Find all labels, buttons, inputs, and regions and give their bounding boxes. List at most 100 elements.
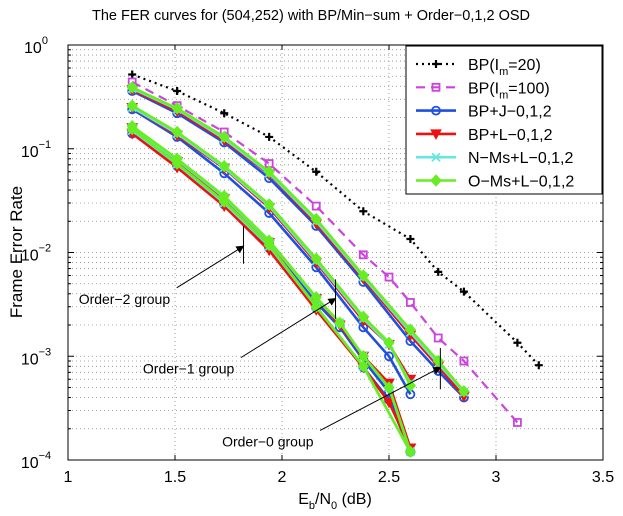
data-point — [431, 82, 441, 92]
data-point — [404, 445, 417, 459]
legend-item: N−Ms+L−0,1,2 — [416, 150, 574, 167]
data-point — [128, 70, 137, 79]
data-point — [171, 102, 183, 115]
legend-label: N−Ms+L−0,1,2 — [468, 150, 574, 167]
data-point — [263, 198, 275, 211]
legend-box — [405, 45, 603, 195]
data-point — [459, 287, 468, 296]
data-point — [432, 60, 440, 68]
x-tick-label: 3.5 — [592, 469, 614, 486]
data-point — [459, 356, 469, 366]
data-point — [406, 234, 415, 243]
annotation-arrow — [240, 298, 337, 359]
data-point — [431, 152, 441, 162]
legend-item: O−Ms+L−0,1,2 — [416, 174, 574, 191]
data-point — [218, 159, 230, 173]
series-line — [131, 81, 519, 424]
legend-label: BP+J−0,1,2 — [468, 104, 552, 121]
y-axis-label: Frame Error Rate — [7, 186, 26, 318]
legend-label: O−Ms+L−0,1,2 — [468, 174, 574, 191]
data-point — [126, 119, 138, 133]
data-point — [173, 87, 182, 96]
order-2-group: Order−2 group — [79, 226, 245, 307]
series-line — [131, 108, 412, 395]
data-point — [384, 272, 394, 282]
data-point — [310, 291, 322, 304]
annotation-label: Order−2 group — [79, 291, 171, 307]
data-point — [263, 165, 275, 179]
annotation-arrow — [319, 366, 442, 431]
data-point — [404, 323, 417, 337]
data-point — [359, 207, 368, 216]
annotation-arrow — [176, 245, 245, 289]
series-5 — [126, 81, 470, 459]
data-point — [126, 99, 138, 112]
series-0 — [128, 70, 543, 370]
data-point — [357, 360, 369, 373]
data-point — [263, 234, 275, 247]
data-point — [513, 338, 522, 347]
data-point — [311, 201, 321, 211]
data-point — [430, 174, 442, 187]
data-point — [265, 132, 274, 141]
data-point — [405, 298, 415, 307]
legend: BP(Im=20)BP(Im=100) BP+J−0,1,2 BP+L−0,1,2 N… — [405, 45, 603, 195]
data-point — [220, 109, 229, 118]
annotations: Order−2 group Order−1 group Order−0 group — [79, 226, 442, 449]
data-point — [534, 361, 543, 370]
x-tick-label: 3 — [492, 469, 501, 486]
data-point — [218, 189, 230, 203]
legend-item: BP+L−0,1,2 — [416, 127, 553, 144]
data-point — [312, 167, 321, 176]
legend-label: BP+L−0,1,2 — [468, 127, 553, 144]
data-point — [310, 300, 322, 313]
data-point — [430, 129, 442, 140]
y-tick-label: 100 — [24, 35, 48, 57]
x-axis-label: Eb/N0 (dB) — [298, 491, 372, 512]
data-point — [383, 397, 395, 409]
data-point — [383, 381, 395, 394]
data-point — [357, 350, 369, 363]
data-point — [126, 81, 138, 94]
data-point — [513, 418, 522, 427]
data-point — [171, 152, 183, 166]
data-point — [171, 125, 183, 139]
y-tick-label: 10−2 — [21, 243, 51, 265]
data-point — [358, 250, 368, 260]
data-point — [433, 333, 443, 343]
data-point — [218, 130, 230, 144]
annotation-label: Order−1 group — [143, 361, 235, 377]
legend-item: BP(Im=20) — [416, 57, 541, 78]
data-point — [404, 379, 417, 392]
x-tick-label: 2.5 — [378, 469, 400, 486]
series-line — [131, 104, 412, 387]
data-point — [383, 336, 395, 349]
legend-label: BP(Im=100) — [468, 80, 550, 101]
x-tick-label: 1 — [64, 469, 73, 486]
x-tick-label: 2 — [278, 469, 287, 486]
data-point — [431, 105, 441, 116]
y-tick-label: 10−3 — [21, 346, 51, 368]
legend-item: BP(Im=100) — [416, 80, 550, 101]
data-point — [357, 269, 369, 282]
order-0-group: Order−0 group — [222, 348, 442, 449]
y-tick-label: 10−4 — [21, 450, 51, 472]
data-point — [458, 384, 470, 398]
data-point — [334, 316, 346, 330]
data-point — [434, 267, 443, 276]
series-layer — [126, 70, 543, 459]
data-point — [357, 310, 369, 324]
order-1-group: Order−1 group — [143, 279, 337, 377]
data-point — [310, 252, 322, 266]
x-tick-label: 1.5 — [164, 469, 186, 486]
plot-frame — [67, 44, 604, 461]
annotation-label: Order−0 group — [222, 433, 314, 449]
data-point — [310, 212, 322, 226]
series-1 — [127, 77, 522, 427]
data-point — [384, 351, 394, 362]
legend-item: BP+J−0,1,2 — [416, 104, 552, 121]
chart-title: The FER curves for (504,252) with BP/Min… — [92, 8, 530, 24]
legend-label: BP(Im=20) — [468, 57, 541, 78]
y-tick-label: 10−1 — [21, 139, 51, 161]
